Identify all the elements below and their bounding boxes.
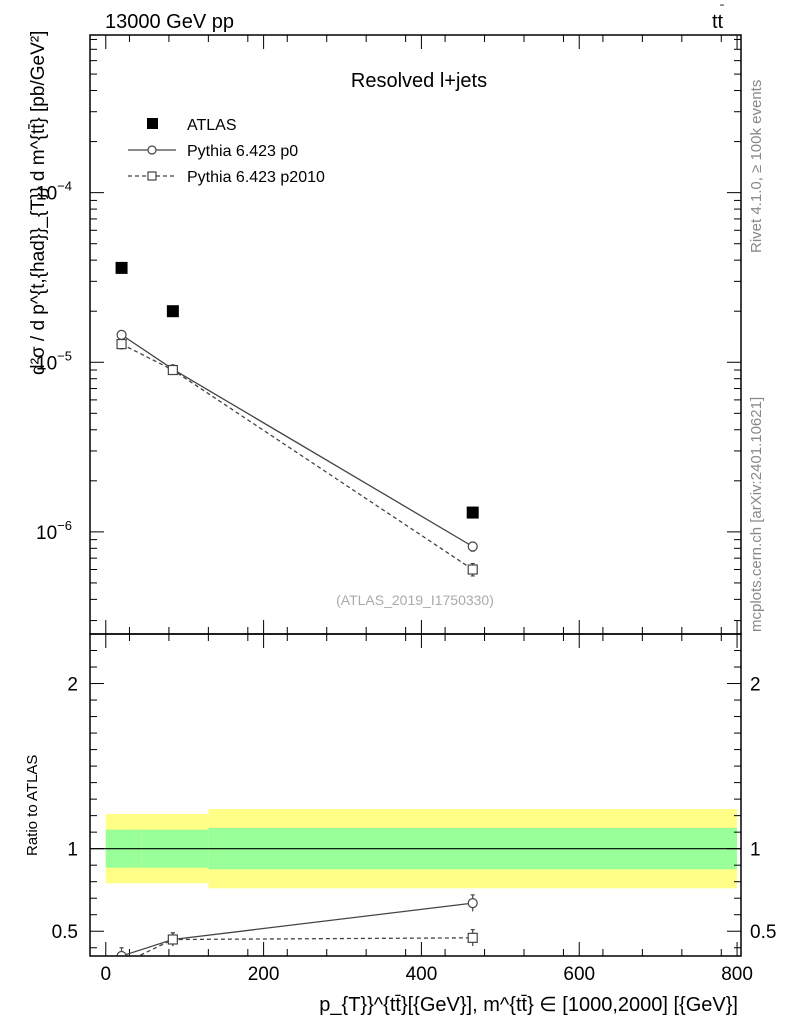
mcplots-label: mcplots.cern.ch [arXiv:2401.10621] <box>748 397 765 632</box>
x-tick-label: 0 <box>100 964 111 985</box>
y-tick-label: 10−5 <box>36 348 72 374</box>
atlas-data-point <box>115 261 128 274</box>
p2010-main-point <box>167 364 178 376</box>
main-y-axis-label-text: d²σ / d p^{t,{had}}_{T}} d m^{tt̄} [pb/G… <box>28 31 49 375</box>
x-tick-label: 600 <box>563 964 595 985</box>
y-tick-label: 10−6 <box>36 518 72 544</box>
rivet-label: Rivet 4.1.0, ≥ 100k events <box>748 80 765 253</box>
atlas-data-point <box>166 305 179 318</box>
header-right-bar: ̄ <box>720 4 724 5</box>
x-tick-label: 200 <box>248 964 280 985</box>
ratio-y-axis-label: Ratio to ATLAS <box>24 755 41 856</box>
x-axis-label: p_{T}}^{tt̄}[{GeV}], m^{tt̄} ∈ [1000,200… <box>319 994 738 1016</box>
header-right: tt <box>712 11 724 33</box>
main-series <box>115 261 479 577</box>
ratio-y-tick-label: 2 <box>67 675 78 696</box>
y-tick-label-exponent: −6 <box>57 518 72 533</box>
plot-title: Resolved l+jets <box>351 70 487 92</box>
main-y-axis-label: d²σ / d p^{t,{had}}_{T}} d m^{tt̄} [pb/G… <box>28 31 49 375</box>
header-left: 13000 GeV pp <box>105 11 234 33</box>
legend-p2010-marker <box>147 171 157 181</box>
p2010-ratio-point <box>467 932 478 943</box>
y-tick-label: 10−4 <box>36 179 72 205</box>
legend-atlas-marker <box>147 118 158 129</box>
p2010-ratio-point <box>167 934 178 945</box>
atlas-data-point <box>466 506 479 519</box>
ratio-y-tick-label-right: 1 <box>750 840 761 861</box>
ratio-y-tick-label: 0.5 <box>52 922 78 943</box>
ratio-y-tick-label-right: 2 <box>750 675 761 696</box>
p2010-main-point <box>116 338 127 350</box>
y-tick-label-base: 10 <box>36 184 57 205</box>
y-tick-label-exponent: −5 <box>57 348 72 363</box>
legend-atlas-label: ATLAS <box>187 117 237 134</box>
p2010-ratio-point <box>117 960 126 969</box>
p0-ratio-point <box>467 898 478 909</box>
p0-ratio-line <box>121 902 473 956</box>
ratio-y-tick-label-right: 0.5 <box>750 922 776 943</box>
p0-main-point <box>116 329 127 340</box>
y-tick-label-base: 10 <box>36 353 57 374</box>
legend: ATLAS Pythia 6.423 p0 Pythia 6.423 p2010 <box>128 117 325 186</box>
p0-ratio-point <box>116 950 127 956</box>
watermark: (ATLAS_2019_I1750330) <box>336 592 494 608</box>
p2010-main-point <box>467 564 478 575</box>
legend-p0-marker <box>147 145 157 155</box>
p2010-main-line <box>121 343 474 571</box>
legend-p0-label: Pythia 6.423 p0 <box>187 143 298 160</box>
x-tick-label: 800 <box>721 964 753 985</box>
ratio-y-tick-label: 1 <box>67 840 78 861</box>
ratio-series <box>116 894 478 969</box>
y-tick-label-exponent: −4 <box>57 179 72 194</box>
y-tick-label-base: 10 <box>36 523 57 544</box>
x-tick-label: 400 <box>406 964 438 985</box>
p0-main-point <box>467 541 478 552</box>
legend-p2010-label: Pythia 6.423 p2010 <box>187 169 325 186</box>
ratio-plot-frame <box>89 633 742 957</box>
header-right-main: tt <box>712 11 724 33</box>
